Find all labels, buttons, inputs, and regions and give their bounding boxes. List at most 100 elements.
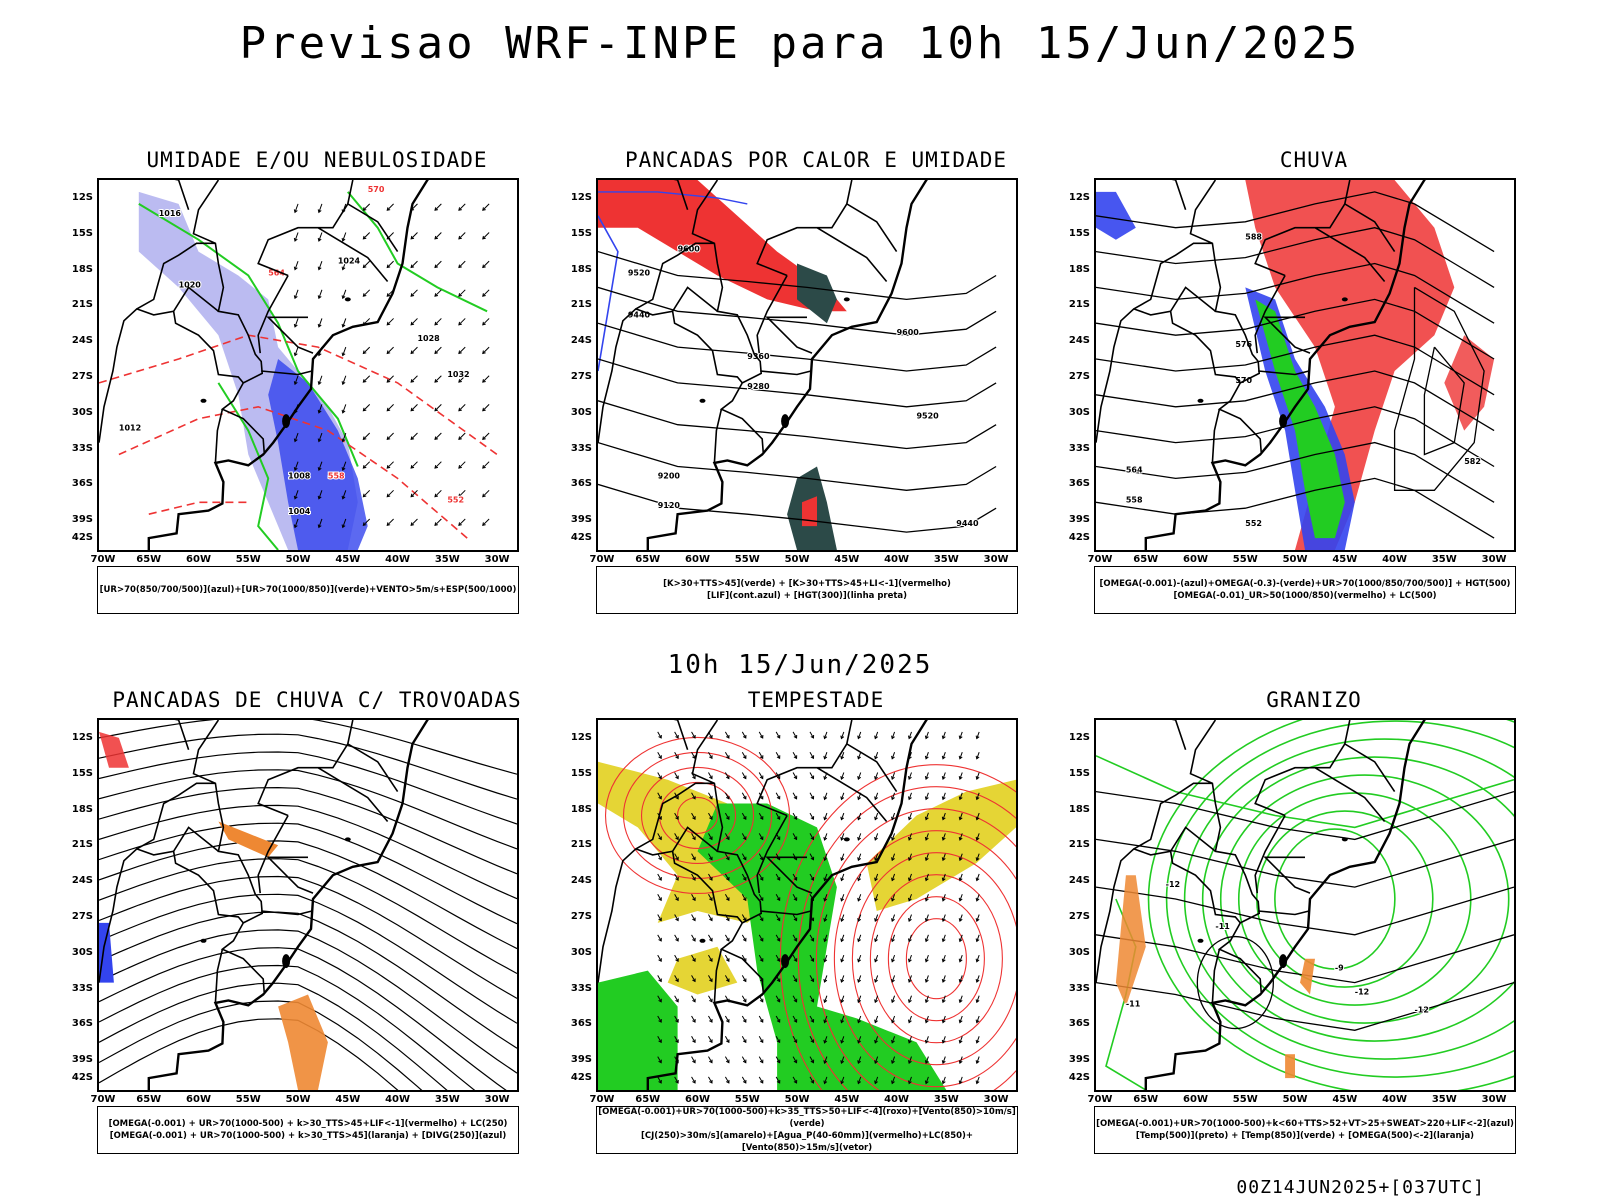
lon-tick-label: 40W [884,554,910,565]
panel-title: PANCADAS POR CALOR E UMIDADE [624,148,1007,172]
lon-tick-label: 30W [983,554,1009,565]
legend-line: [OMEGA(-0.001)-(azul)+OMEGA(-0.3)-(verde… [1099,579,1511,589]
lon-tick-label: 70W [90,554,116,565]
contour-label: 564 [1126,465,1143,474]
lat-tick-label: 33S [570,442,592,454]
contour-label: 1032 [447,370,469,379]
panel-title: CHUVA [1279,148,1349,172]
isoline [1096,838,1514,888]
lat-tick-label: 18S [71,803,93,815]
isoline [99,982,448,1090]
lat-tick-label: 36S [71,1018,93,1030]
contour-label: -9 [1335,964,1344,973]
lat-tick-label: 21S [1068,839,1090,851]
hail-omega-shading [1285,1054,1295,1079]
isoline [99,964,476,1090]
lon-tick-label: 30W [983,1094,1009,1105]
lat-tick-label: 27S [71,371,93,383]
lon-tick-label: 65W [635,1094,661,1105]
isoline [1096,981,1514,1031]
lon-tick-label: 50W [285,1094,311,1105]
isoline [1096,370,1495,432]
isoline [1096,191,1495,253]
legend-line: [CJ(250)>30m/s](amarelo)+[Agua_P(40-60mm… [640,1131,974,1153]
panel-title: GRANIZO [1266,688,1362,712]
contour-label: 9600 [678,245,701,254]
isoline [1096,790,1514,841]
lat-tick-label: 27S [570,911,592,923]
lat-tick-label: 15S [71,227,93,239]
lon-tick-label: 70W [90,1094,116,1105]
contour-label: 9280 [747,382,770,391]
contour-label: 9120 [658,501,681,510]
isoline [598,215,619,372]
lat-tick-label: 33S [71,442,93,454]
contour-label: 9200 [658,471,681,480]
isoline [1423,346,1465,456]
rain-humidity-shading [1444,335,1495,431]
panel-legend: [OMEGA(-0.001)+UR>70(1000-500)+k<60+TTS>… [1094,1106,1516,1154]
lon-tick-label: 40W [1382,554,1408,565]
contour-label: -12 [1166,880,1180,889]
storm-red-shading [99,731,129,768]
lon-tick-label: 60W [186,554,211,565]
lat-tick-label: 12S [71,192,93,203]
contour-label: 1028 [417,334,440,343]
isoline [99,911,517,1049]
divergence-shading [99,922,114,983]
lat-tick-label: 33S [1068,982,1090,994]
lat-tick-label: 30S [1068,406,1090,418]
lon-tick-label: 50W [1282,554,1308,565]
lat-tick-label: 24S [1068,875,1090,887]
lat-tick-label: 21S [71,839,93,851]
lat-tick-label: 42S [1068,532,1090,544]
lat-tick-label: 42S [71,532,93,544]
lat-tick-label: 18S [570,803,592,815]
contour-label: -12 [1414,1005,1428,1014]
contour-label: 9600 [897,328,920,337]
lon-tick-label: 35W [1431,554,1457,565]
panel-title: UMIDADE E/OU NEBULOSIDADE [146,148,488,172]
contour-label: 558 [1126,495,1143,504]
lat-tick-label: 36S [570,1018,592,1030]
rain-humidity-shading [1245,180,1455,550]
contour-label: 1012 [119,424,141,433]
contour-label: -11 [1215,922,1230,931]
lat-tick-label: 39S [570,1054,592,1066]
page-title: Previsao WRF-INPE para 10h 15/Jun/2025 [239,18,1361,69]
lat-tick-label: 21S [570,299,592,311]
lat-tick-label: 36S [570,478,592,490]
isoline [99,804,517,900]
contour-label: 9440 [628,310,651,319]
lon-tick-label: 35W [1431,1094,1457,1105]
lat-tick-label: 27S [1068,371,1090,383]
map-svg: 9600 9520 9440 9360 9280 9200 9120 9600 9520 9440 [598,180,997,550]
lat-tick-label: 39S [570,514,592,526]
contour-label: 1020 [179,280,202,289]
isoline [99,929,517,1074]
lat-tick-label: 36S [1068,478,1090,490]
lon-tick-label: 30W [484,1094,510,1105]
lon-tick-label: 65W [136,554,162,565]
lat-tick-label: 15S [71,767,93,779]
map-svg: -12 -11 -9 -12 -12 -11 [1096,720,1514,1090]
map-panel-4: PANCADAS DE CHUVA C/ TROVOADAS 12S 15S 18S 2… [67,688,567,1188]
contour-label: 570 [368,185,385,194]
lon-tick-label: 40W [385,554,411,565]
map-area [97,718,519,1092]
isoline [1096,298,1495,360]
lon-tick-label: 65W [1133,1094,1159,1105]
hail-omega-shading [1300,958,1315,995]
instability-shading [797,263,837,324]
lon-tick-label: 50W [1282,1094,1308,1105]
isoline [1096,262,1495,324]
isoline [99,822,517,925]
map-area: -12 -11 -9 -12 -12 -11 [1094,718,1516,1092]
run-time-footer: 00Z14JUN2025+[037UTC] [1236,1177,1485,1198]
legend-line: [OMEGA(-0.001) + UR>70(1000-500) + k>30_… [108,1119,508,1129]
map-panel-2: PANCADAS POR CALOR E UMIDADE 12S 15S 18S 21S… [566,148,1066,648]
panel-legend: [OMEGA(-0.001)-(azul)+OMEGA(-0.3)-(verde… [1094,566,1516,614]
legend-line: [Temp(500)](preto) + [Temp(850)](verde) … [1135,1131,1475,1141]
contour-label: -12 [1355,988,1369,997]
lon-tick-label: 30W [484,554,510,565]
